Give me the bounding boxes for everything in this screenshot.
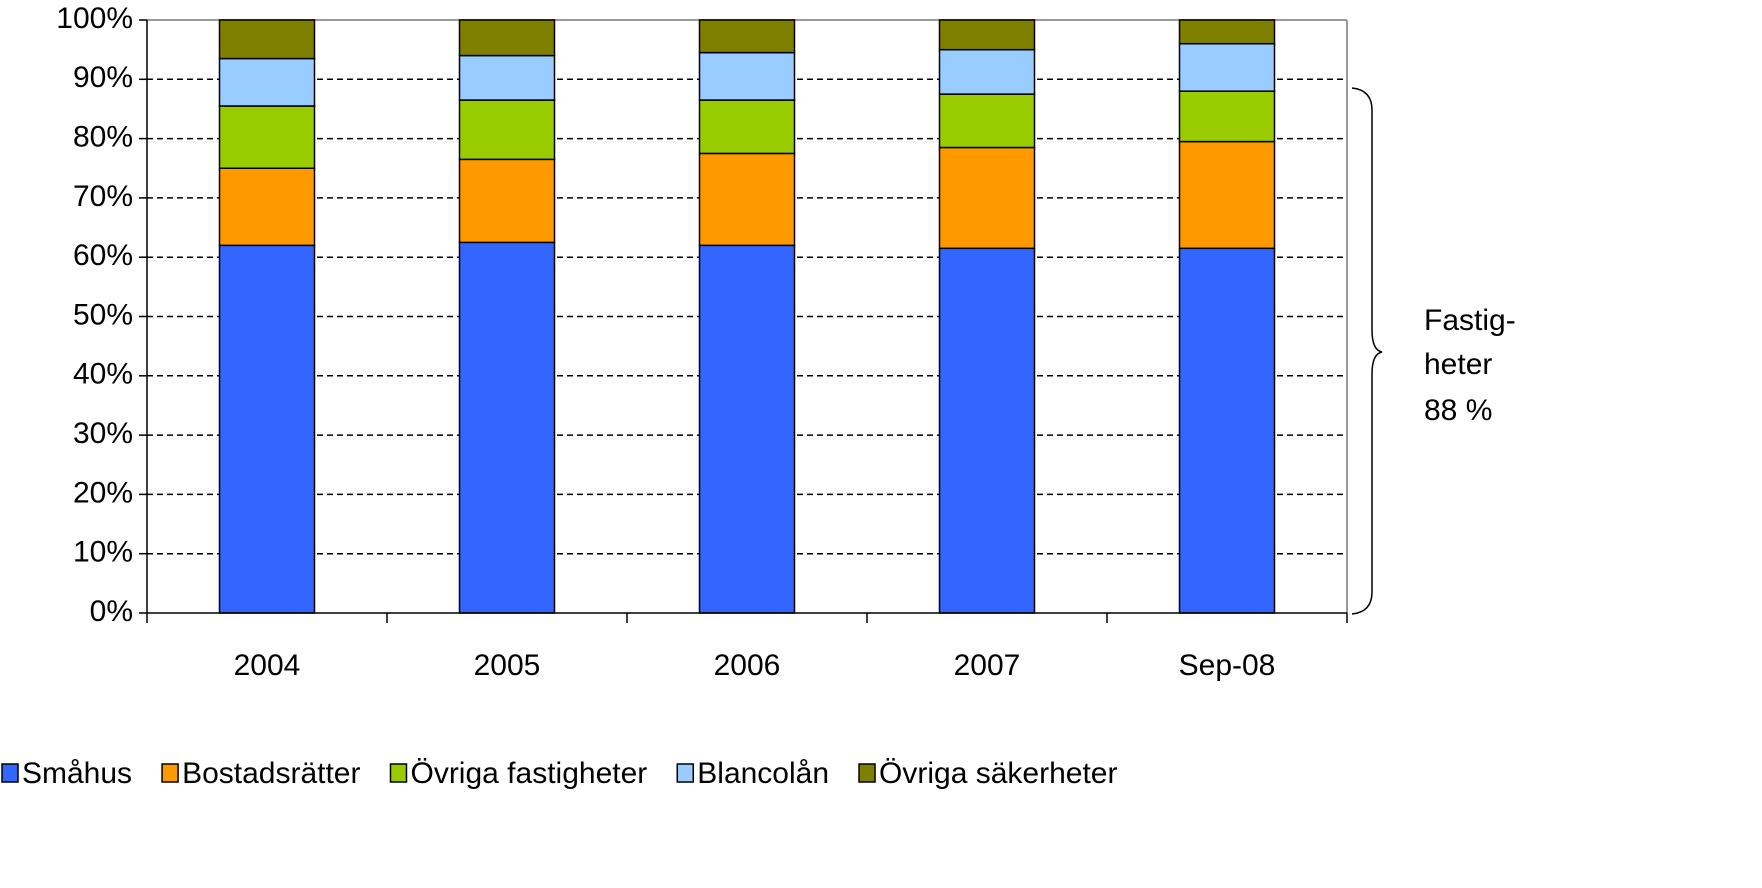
bar-segment xyxy=(698,152,796,247)
brace xyxy=(1351,87,1383,615)
y-tick-label: 60% xyxy=(73,239,133,272)
legend-swatch xyxy=(858,763,876,783)
legend-label: Övriga säkerheter xyxy=(879,757,1117,790)
bar-segment xyxy=(218,244,316,614)
annotation: 88 % xyxy=(1424,394,1492,427)
x-tick-label: 2006 xyxy=(714,649,781,682)
bar-segment xyxy=(1178,42,1276,92)
bar-segment xyxy=(938,146,1036,250)
bar-segment xyxy=(458,19,556,57)
bar-segment xyxy=(458,54,556,101)
y-tick-label: 80% xyxy=(73,121,133,154)
x-tick-label: 2005 xyxy=(474,649,541,682)
bar-segment xyxy=(458,99,556,161)
x-tick-label: 2007 xyxy=(954,649,1021,682)
bar-segment xyxy=(1178,90,1276,143)
y-tick-label: 70% xyxy=(73,180,133,213)
bar-segment xyxy=(218,19,316,60)
bar-segment xyxy=(698,99,796,155)
bar-segment xyxy=(458,158,556,244)
y-tick-label: 40% xyxy=(73,358,133,391)
annotation: heter xyxy=(1424,348,1492,381)
y-tick-label: 10% xyxy=(73,536,133,569)
legend-swatch xyxy=(161,763,179,783)
y-tick-label: 50% xyxy=(73,298,133,331)
bar-segment xyxy=(698,244,796,614)
y-tick-label: 90% xyxy=(73,61,133,94)
legend-label: Övriga fastigheter xyxy=(410,757,647,790)
y-tick-label: 20% xyxy=(73,476,133,509)
annotation: Fastig- xyxy=(1424,304,1516,337)
bar-segment xyxy=(218,105,316,169)
y-tick-label: 0% xyxy=(90,595,133,628)
legend-swatch xyxy=(1,763,19,783)
y-tick-label: 100% xyxy=(56,2,133,35)
bar-segment xyxy=(458,241,556,614)
x-tick-label: Sep-08 xyxy=(1179,649,1276,682)
bar-segment xyxy=(938,48,1036,95)
bar-segment xyxy=(1178,19,1276,45)
bar-segment xyxy=(1178,247,1276,614)
bar-segment xyxy=(698,51,796,101)
bar-segment xyxy=(938,19,1036,51)
x-tick-label: 2004 xyxy=(234,649,301,682)
legend-label: Småhus xyxy=(22,757,132,790)
legend-label: Blancolån xyxy=(697,757,829,790)
bar-segment xyxy=(218,57,316,107)
legend-swatch xyxy=(676,763,695,783)
bar-segment xyxy=(698,19,796,54)
bar-segment xyxy=(218,167,316,247)
bar-segment xyxy=(938,93,1036,149)
bar-segment xyxy=(938,247,1036,614)
legend-label: Bostadsrätter xyxy=(182,757,360,790)
legend-swatch xyxy=(389,763,408,783)
bar-segment xyxy=(1178,140,1276,250)
y-tick-label: 30% xyxy=(73,417,133,450)
